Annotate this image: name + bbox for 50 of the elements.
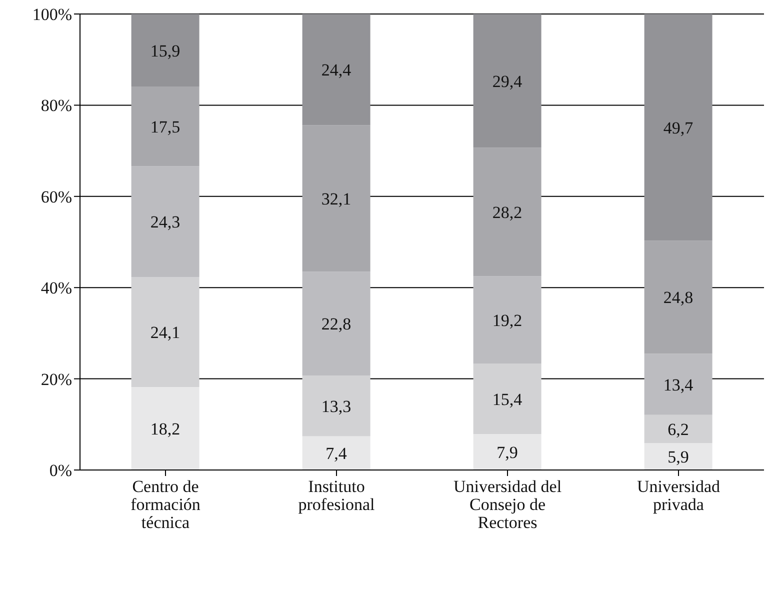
data-label: 49,7 xyxy=(663,118,694,138)
bar xyxy=(302,125,370,272)
bar xyxy=(302,436,370,470)
x-tick-label: Centro de formación técnica xyxy=(130,477,201,532)
bar xyxy=(473,434,542,470)
bar xyxy=(644,443,712,470)
bar xyxy=(302,376,370,436)
x-tick-label: Instituto profesional xyxy=(298,477,376,514)
bar xyxy=(644,240,712,354)
y-tick-label: 80% xyxy=(40,96,72,116)
bar xyxy=(644,14,712,241)
bar xyxy=(302,14,370,126)
y-tick-label: 100% xyxy=(32,5,72,24)
data-label: 15,9 xyxy=(150,41,180,60)
data-label: 22,8 xyxy=(321,314,352,334)
data-label: 7,4 xyxy=(326,444,348,464)
data-label: 24,3 xyxy=(150,212,180,232)
data-label: 7,9 xyxy=(496,442,518,462)
bar xyxy=(644,354,712,415)
data-label: 19,2 xyxy=(492,310,522,330)
data-label: 13,3 xyxy=(321,396,352,416)
data-label: 5,9 xyxy=(668,448,689,467)
bar xyxy=(131,277,200,388)
bar xyxy=(473,276,542,364)
x-tick-label: Universidad del Consejo de Rectores xyxy=(453,477,562,532)
data-label: 24,4 xyxy=(321,60,352,80)
data-label: 24,8 xyxy=(663,288,694,308)
bar xyxy=(131,387,200,470)
data-label: 24,1 xyxy=(150,323,180,342)
bar xyxy=(131,86,200,166)
bar xyxy=(473,148,542,276)
y-tick-label: 40% xyxy=(40,278,72,298)
y-tick-label: 20% xyxy=(40,370,72,389)
data-label: 32,1 xyxy=(321,189,352,208)
data-label: 17,5 xyxy=(150,117,180,136)
bar xyxy=(131,166,200,278)
bar xyxy=(473,364,542,434)
x-tick-label: Universidad privada xyxy=(636,477,721,514)
y-tick-label: 0% xyxy=(49,461,72,480)
y-tick-label: 60% xyxy=(40,187,72,206)
data-label: 6,2 xyxy=(668,420,689,439)
bar xyxy=(302,272,370,376)
data-label: 15,4 xyxy=(492,390,523,409)
bar xyxy=(131,14,200,87)
bar xyxy=(473,14,542,148)
data-label: 29,4 xyxy=(492,72,523,91)
data-label: 18,2 xyxy=(150,420,180,439)
bar xyxy=(644,414,712,444)
data-label: 13,4 xyxy=(663,375,694,394)
data-label: 28,2 xyxy=(492,202,522,222)
